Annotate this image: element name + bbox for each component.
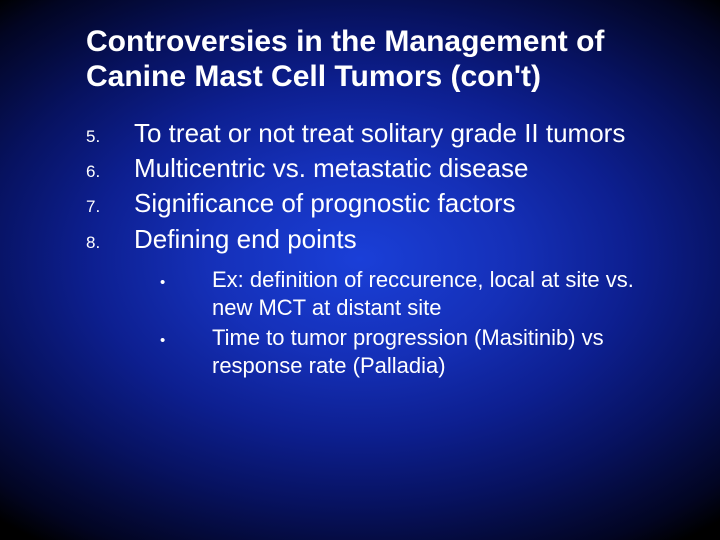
item-text: Significance of prognostic factors <box>134 187 516 220</box>
item-text: Time to tumor progression (Masitinib) vs… <box>212 324 674 380</box>
item-text: To treat or not treat solitary grade II … <box>134 117 625 150</box>
numbered-list: 5. To treat or not treat solitary grade … <box>86 117 674 256</box>
list-item: 6. Multicentric vs. metastatic disease <box>86 152 674 185</box>
slide-title: Controversies in the Management of Canin… <box>86 24 674 95</box>
bullet-marker: • <box>160 274 212 291</box>
bullet-list: • Ex: definition of reccurence, local at… <box>86 266 674 381</box>
item-number: 6. <box>86 162 134 182</box>
item-text: Ex: definition of reccurence, local at s… <box>212 266 674 322</box>
slide: Controversies in the Management of Canin… <box>0 0 720 540</box>
item-number: 5. <box>86 127 134 147</box>
list-item: 7. Significance of prognostic factors <box>86 187 674 220</box>
list-item: 8. Defining end points <box>86 223 674 256</box>
item-text: Multicentric vs. metastatic disease <box>134 152 528 185</box>
list-item: 5. To treat or not treat solitary grade … <box>86 117 674 150</box>
item-number: 7. <box>86 197 134 217</box>
list-item: • Time to tumor progression (Masitinib) … <box>160 324 674 380</box>
bullet-marker: • <box>160 332 212 349</box>
item-number: 8. <box>86 233 134 253</box>
item-text: Defining end points <box>134 223 357 256</box>
list-item: • Ex: definition of reccurence, local at… <box>160 266 674 322</box>
